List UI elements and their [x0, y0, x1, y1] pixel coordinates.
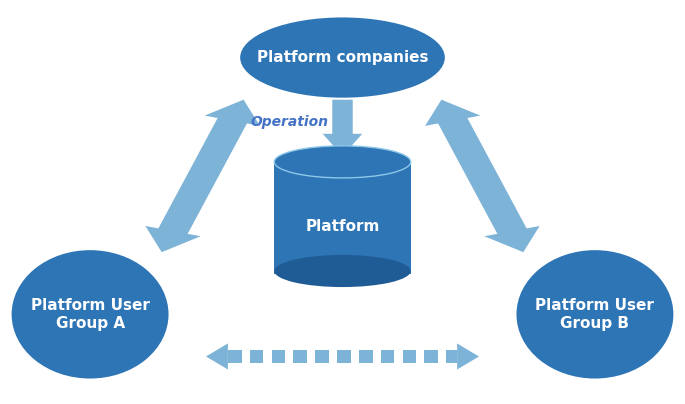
Polygon shape: [381, 350, 395, 363]
Polygon shape: [457, 343, 479, 370]
Polygon shape: [425, 350, 438, 363]
Text: Platform: Platform: [306, 219, 379, 234]
FancyBboxPatch shape: [274, 162, 411, 274]
Ellipse shape: [12, 250, 169, 379]
Ellipse shape: [240, 17, 445, 98]
Polygon shape: [323, 100, 362, 156]
Polygon shape: [359, 350, 373, 363]
Polygon shape: [403, 350, 416, 363]
Ellipse shape: [516, 250, 673, 379]
Polygon shape: [446, 350, 457, 363]
Ellipse shape: [274, 146, 411, 178]
Text: Platform User
Group A: Platform User Group A: [31, 297, 149, 331]
Polygon shape: [145, 100, 260, 252]
Polygon shape: [206, 343, 228, 370]
Polygon shape: [425, 100, 540, 252]
Polygon shape: [315, 350, 329, 363]
Polygon shape: [337, 350, 351, 363]
Text: Operation: Operation: [251, 115, 328, 129]
Polygon shape: [250, 350, 263, 363]
Polygon shape: [228, 350, 242, 363]
Text: Platform User
Group B: Platform User Group B: [536, 297, 654, 331]
Polygon shape: [293, 350, 307, 363]
Text: Platform companies: Platform companies: [257, 50, 428, 65]
Ellipse shape: [274, 255, 411, 287]
Polygon shape: [271, 350, 285, 363]
